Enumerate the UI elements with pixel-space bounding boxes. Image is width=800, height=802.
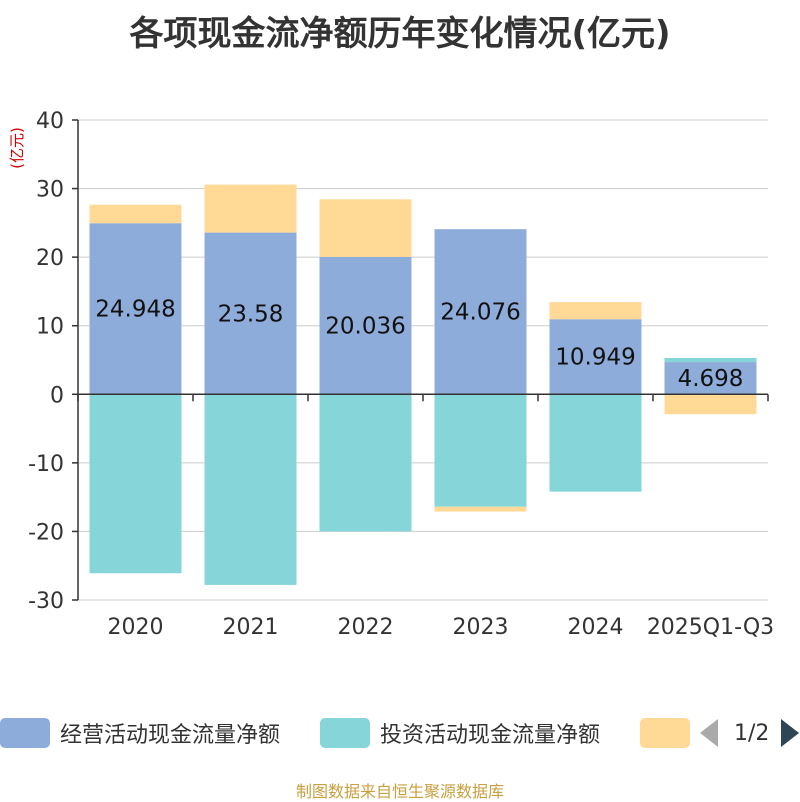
bar-series0-2024	[549, 319, 642, 395]
bar-series2-2025Q1-Q3	[664, 394, 757, 415]
legend-swatch-operating	[0, 718, 50, 748]
bar-series1-2022	[319, 394, 412, 532]
bar-series1-2020	[89, 394, 182, 574]
y-tick-label: 20	[36, 246, 64, 271]
x-tick-label-2025Q1-Q3: 2025Q1-Q3	[647, 615, 774, 640]
bar-series2-2022	[319, 199, 412, 257]
bar-series1-2023	[434, 394, 527, 507]
bar-series0-2023	[434, 229, 527, 395]
y-tick-label: -30	[28, 589, 64, 614]
data-label-2023: 24.076	[440, 300, 520, 326]
data-label-2025Q1-Q3: 4.698	[678, 366, 744, 392]
legend-item-investing[interactable]: 投资活动现金流量净额	[320, 718, 600, 748]
legend-item-financing[interactable]	[640, 718, 690, 748]
chart-canvas: 40 30 20 10 0 -10 -20 -30 (亿元) 24.948 23.58 20.036 2…	[8, 109, 774, 640]
data-label-2022: 20.036	[325, 314, 405, 340]
bar-series1-2024	[549, 394, 642, 492]
bar-series1-2025Q1-Q3	[664, 357, 757, 363]
chart-title: 各项现金流净额历年变化情况(亿元)	[129, 14, 671, 54]
y-axis-label: (亿元)	[8, 127, 26, 169]
legend-swatch-financing	[640, 718, 690, 748]
bar-series0-2020	[89, 223, 182, 395]
y-tick-label: 40	[36, 109, 64, 134]
pager-text: 1/2	[734, 720, 770, 746]
y-tick-label: -10	[28, 452, 64, 477]
y-tick-label: 30	[36, 178, 64, 203]
bar-series2-2023	[434, 506, 527, 512]
legend-item-operating[interactable]: 经营活动现金流量净额	[0, 718, 280, 748]
source-note: 制图数据来自恒生聚源数据库	[295, 782, 504, 801]
x-tick-label-2024: 2024	[568, 615, 624, 640]
pager-next-icon[interactable]	[781, 719, 800, 747]
bar-series0-2025Q1-Q3	[664, 362, 757, 395]
x-tick-label-2020: 2020	[108, 615, 164, 640]
x-tick-label-2022: 2022	[338, 615, 394, 640]
data-label-2021: 23.58	[218, 301, 284, 327]
y-tick-label: -20	[28, 520, 64, 545]
bar-series1-2021	[204, 394, 297, 585]
legend-swatch-investing	[320, 718, 370, 748]
data-label-2020: 24.948	[95, 297, 175, 323]
x-tick-label-2021: 2021	[223, 615, 279, 640]
legend: 经营活动现金流量净额 投资活动现金流量净额 1/2	[0, 712, 800, 756]
bar-series0-2021	[204, 232, 297, 395]
legend-pager: 1/2	[700, 718, 800, 748]
x-tick-label-2023: 2023	[453, 615, 509, 640]
pager-prev-icon[interactable]	[700, 719, 718, 747]
y-tick-label: 0	[50, 383, 64, 408]
bar-series2-2020	[89, 204, 182, 224]
legend-label-operating: 经营活动现金流量净额	[60, 723, 281, 748]
bar-series2-2024	[549, 302, 642, 320]
bar-series0-2022	[319, 256, 412, 395]
legend-label-investing: 投资活动现金流量净额	[380, 723, 601, 748]
bar-series2-2021	[204, 184, 297, 233]
data-label-2024: 10.949	[555, 345, 635, 371]
y-tick-label: 10	[36, 315, 64, 340]
